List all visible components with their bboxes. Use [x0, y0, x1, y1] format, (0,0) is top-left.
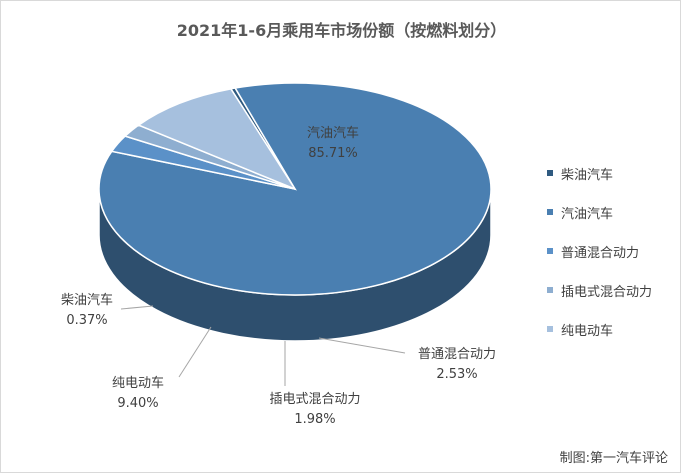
- data-label-value: 2.53%: [436, 367, 477, 382]
- legend-label: 纯电动车: [561, 324, 614, 339]
- chart-title: 2021年1-6月乘用车市场份额（按燃料划分）: [176, 21, 507, 40]
- legend-label: 汽油汽车: [561, 207, 614, 222]
- legend-swatch: [547, 326, 553, 332]
- legend-item-phev: 插电式混合动力: [547, 281, 652, 320]
- legend-swatch: [547, 248, 553, 254]
- legend-label: 普通混合动力: [561, 246, 640, 261]
- leader-line: [178, 326, 212, 378]
- legend-item-hybrid: 普通混合动力: [547, 242, 652, 281]
- source-note: 制图:第一汽车评论: [559, 451, 668, 466]
- data-label-value: 9.40%: [117, 396, 158, 411]
- legend-item-bev: 纯电动车: [547, 320, 652, 359]
- leader-line: [318, 337, 406, 354]
- legend-swatch: [547, 170, 553, 176]
- data-label-value: 85.71%: [308, 146, 358, 161]
- legend-item-gasoline: 汽油汽车: [547, 203, 652, 242]
- legend-swatch: [547, 209, 553, 215]
- pie-top-layer: [98, 82, 492, 296]
- legend-item-diesel: 柴油汽车: [547, 164, 652, 203]
- pie-slice-1: [98, 82, 492, 296]
- data-label-name: 汽油汽车: [307, 125, 359, 141]
- data-label-value: 1.98%: [294, 412, 335, 427]
- pie-slice-4: [137, 88, 297, 191]
- legend-swatch: [547, 287, 553, 293]
- data-label-name: 纯电动车: [112, 375, 164, 391]
- legend-label: 柴油汽车: [561, 168, 614, 183]
- data-labels: 柴油汽车 0.37% 汽油汽车 85.71% 普通混合动力 2.53% 插电式混合动力 1.9…: [61, 125, 496, 427]
- leader-line: [120, 305, 154, 310]
- data-label-name: 普通混合动力: [418, 347, 496, 362]
- data-label-value: 0.37%: [66, 313, 107, 328]
- legend-label: 插电式混合动力: [561, 285, 653, 300]
- legend: 柴油汽车 汽油汽车 普通混合动力 插电式混合动力 纯电动车: [547, 164, 652, 359]
- data-label-name: 插电式混合动力: [269, 392, 360, 407]
- data-label-name: 柴油汽车: [61, 292, 113, 308]
